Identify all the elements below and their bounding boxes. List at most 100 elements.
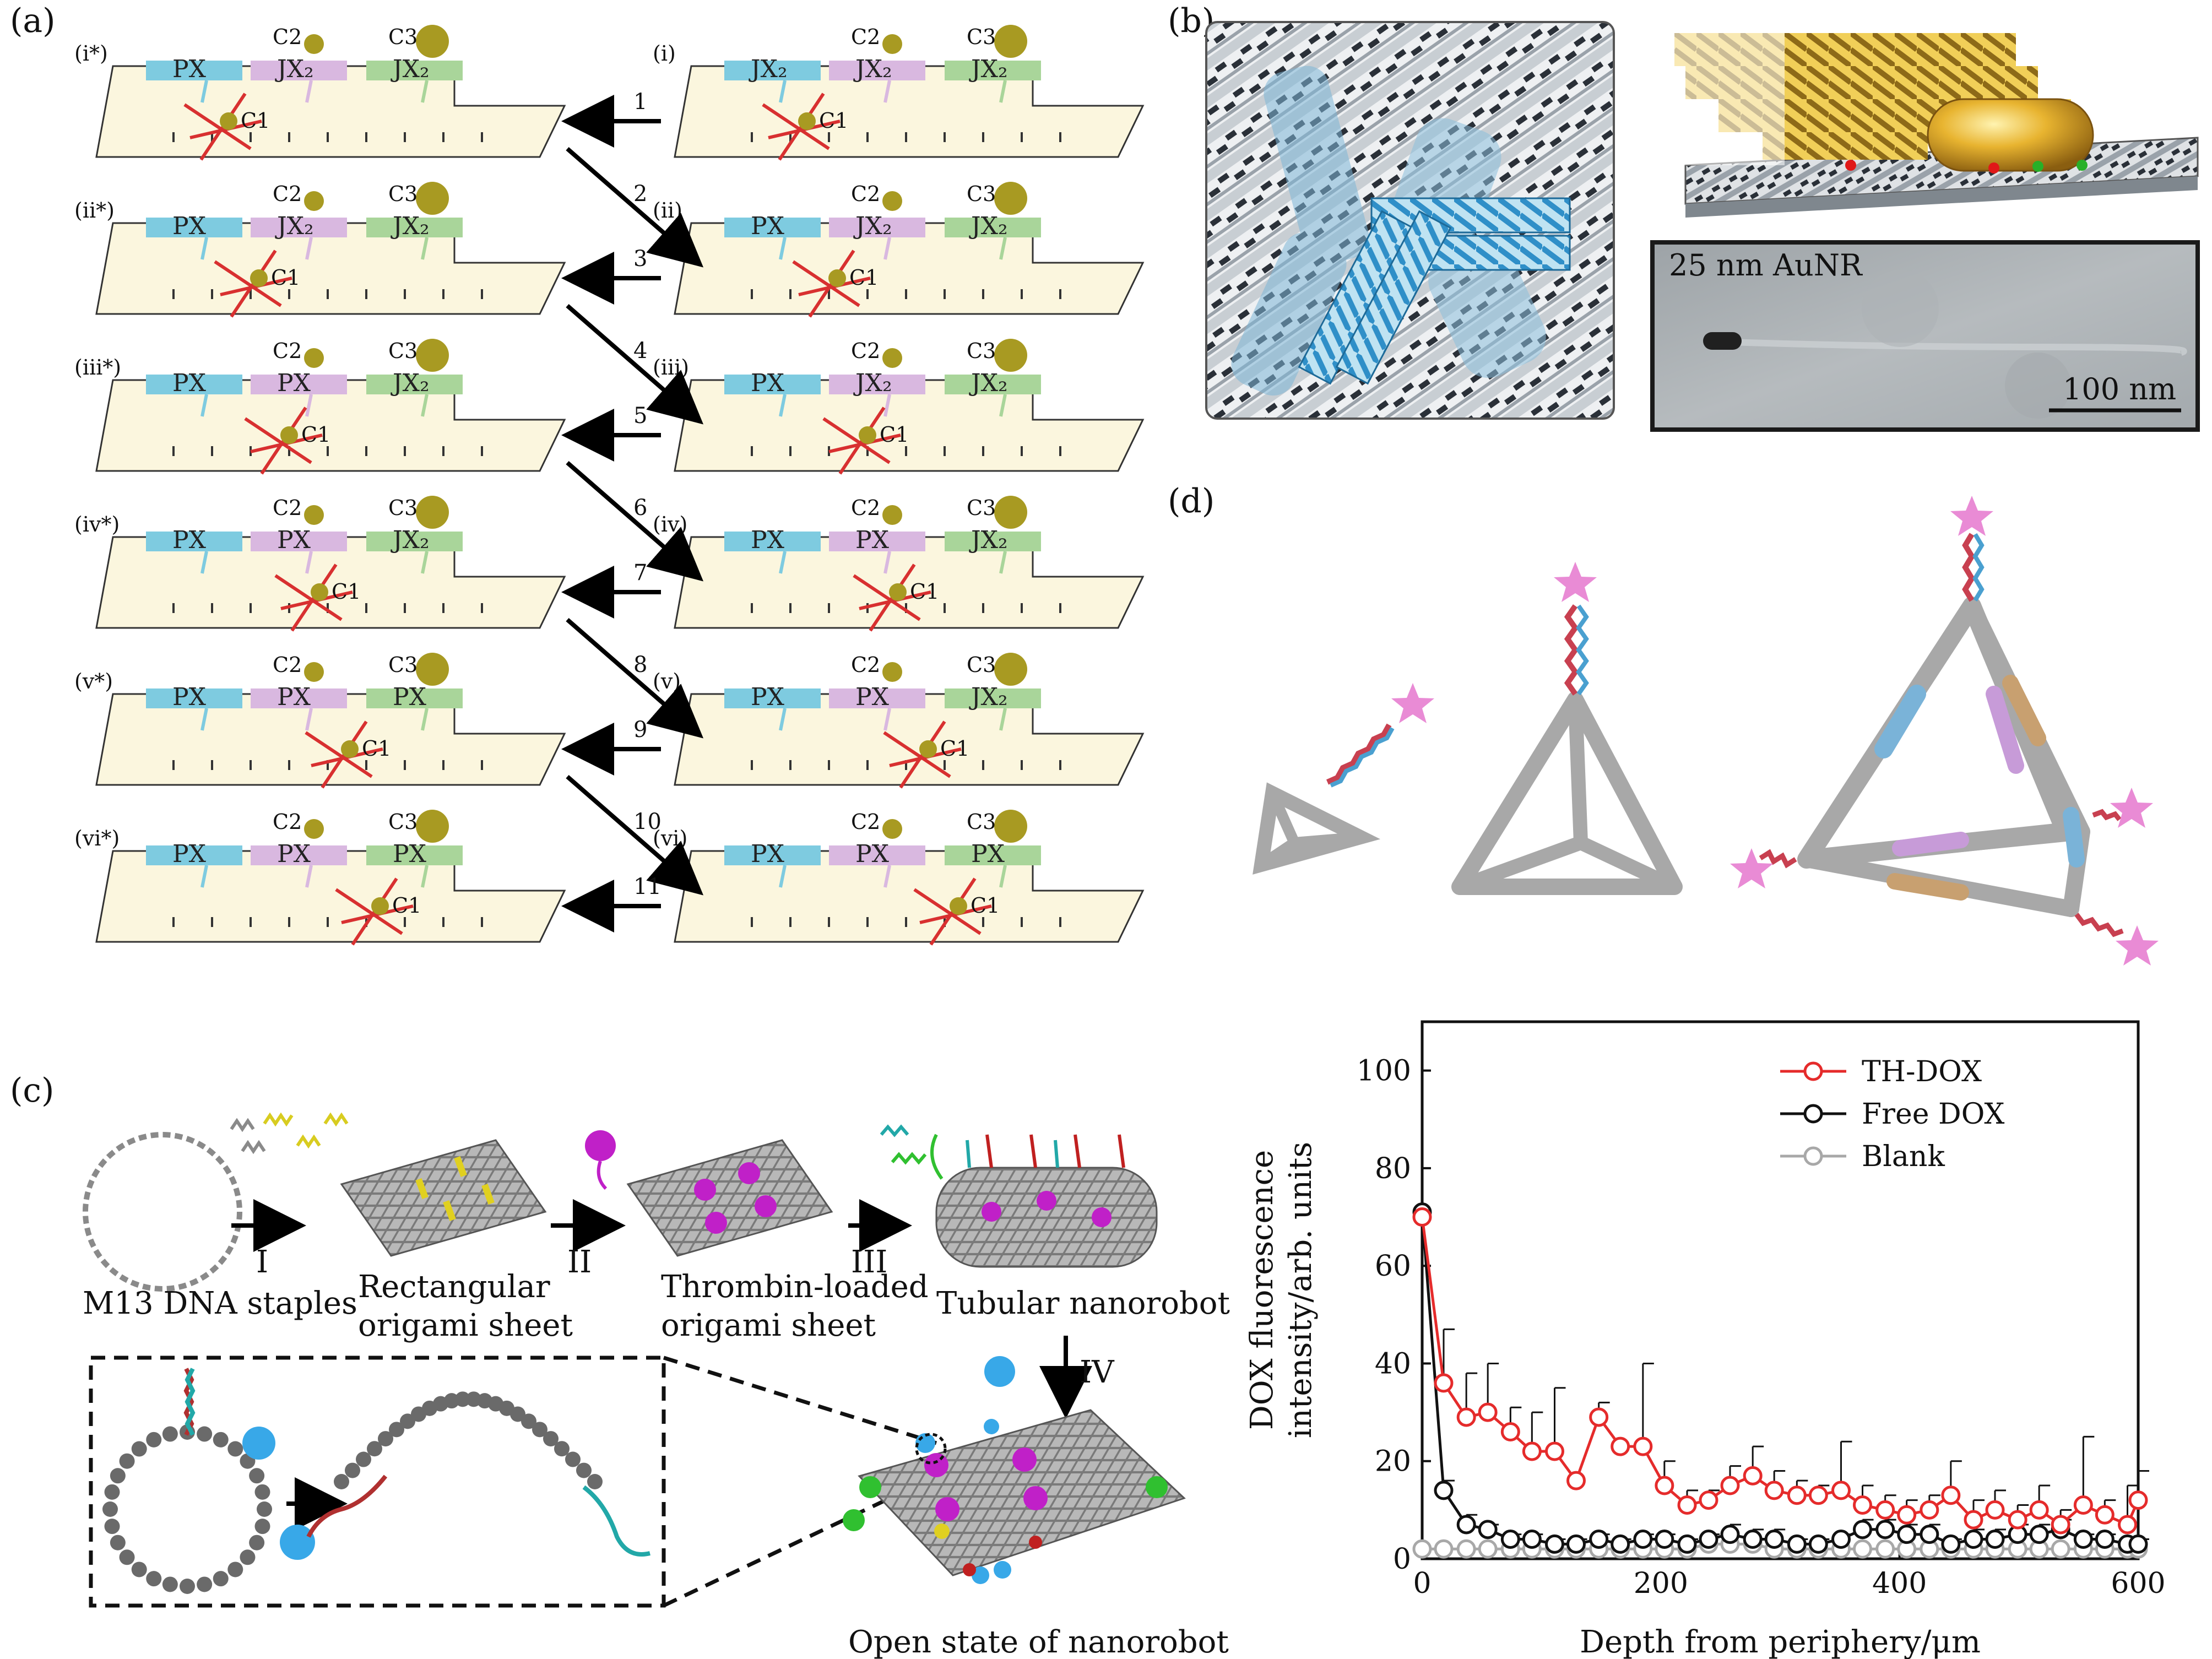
data-point bbox=[2073, 1530, 2093, 1549]
bead bbox=[510, 1406, 525, 1422]
tem-inset: 25 nm AuNR 100 nm bbox=[1650, 240, 2200, 432]
binding-site bbox=[829, 845, 925, 865]
data-point bbox=[1985, 1530, 2005, 1549]
data-point bbox=[1808, 1485, 1828, 1505]
site-label: PX bbox=[172, 840, 207, 868]
site-label: PX bbox=[277, 369, 311, 397]
caption-sheet-line2: origami sheet bbox=[358, 1308, 573, 1343]
bead bbox=[521, 1413, 536, 1429]
site-label: PX bbox=[751, 526, 785, 554]
site-label: PX bbox=[172, 526, 207, 554]
state-left-6: PX PX PX (vi*) C1 C2 C3 bbox=[74, 810, 566, 946]
bead bbox=[389, 1422, 404, 1438]
step-number: 3 bbox=[633, 246, 647, 272]
data-point bbox=[1787, 1534, 1807, 1554]
data-point bbox=[1964, 1530, 1983, 1549]
state-tag: (v) bbox=[653, 669, 681, 693]
tetrahedron-large bbox=[1797, 597, 2090, 917]
y-tick-label: 60 bbox=[1375, 1250, 1411, 1283]
data-point bbox=[1875, 1500, 1895, 1520]
fluor-star-top bbox=[1950, 496, 1993, 536]
data-point bbox=[1699, 1530, 1718, 1549]
binding-site bbox=[251, 61, 347, 80]
bead-ring bbox=[102, 1424, 272, 1594]
cargo-c1 bbox=[919, 740, 937, 758]
bead bbox=[213, 1432, 229, 1447]
data-point bbox=[1897, 1505, 1917, 1525]
binding-site bbox=[829, 375, 925, 394]
bead bbox=[110, 1535, 126, 1550]
cargo-label: C1 bbox=[880, 422, 909, 447]
state-left-2: PX JX₂ JX₂ (ii*) C1 C2 C3 bbox=[74, 182, 566, 318]
state-tag: (ii) bbox=[653, 198, 682, 223]
cargo-label: C3 bbox=[388, 182, 418, 206]
bead bbox=[334, 1474, 349, 1489]
binding-site bbox=[945, 218, 1041, 237]
target-protein bbox=[242, 1427, 275, 1460]
bead bbox=[367, 1441, 382, 1457]
tem-label: 25 nm AuNR bbox=[1669, 248, 1863, 283]
bead bbox=[131, 1441, 147, 1457]
site-label: JX₂ bbox=[275, 212, 314, 240]
site-label: PX bbox=[172, 683, 207, 711]
data-point bbox=[1677, 1495, 1697, 1515]
site-label: JX₂ bbox=[969, 369, 1008, 397]
binding-site bbox=[829, 532, 925, 551]
binding-site bbox=[945, 845, 1041, 865]
caption-loaded-line2: origami sheet bbox=[661, 1308, 876, 1343]
data-point bbox=[1964, 1510, 1983, 1530]
bead bbox=[455, 1391, 470, 1407]
cargo-label: C3 bbox=[388, 810, 418, 834]
cargo-label: C2 bbox=[273, 182, 302, 206]
cargo-label: C2 bbox=[273, 339, 302, 363]
data-point bbox=[2128, 1490, 2148, 1510]
data-point bbox=[1764, 1481, 1784, 1500]
origami-sheet-1 bbox=[340, 1139, 547, 1257]
state-tag: (iii) bbox=[653, 355, 689, 379]
y-tick-label: 100 bbox=[1357, 1055, 1411, 1088]
chart-legend: TH-DOX Free DOX Blank bbox=[1780, 1055, 2004, 1173]
state-tag: (iv*) bbox=[74, 512, 120, 536]
bead bbox=[162, 1576, 178, 1592]
state-left-3: PX PX JX₂ (iii*) C1 C2 C3 bbox=[74, 339, 566, 475]
cargo-c1 bbox=[371, 897, 389, 915]
data-point bbox=[1831, 1481, 1851, 1500]
data-point bbox=[1412, 1539, 1432, 1559]
cargo-c1 bbox=[859, 426, 876, 444]
binding-site bbox=[366, 61, 463, 80]
cargo-label: C1 bbox=[819, 109, 848, 133]
bead bbox=[227, 1562, 243, 1577]
binding-site bbox=[829, 61, 925, 80]
data-point bbox=[1831, 1530, 1851, 1549]
cargo-label: C2 bbox=[851, 339, 880, 363]
step-label-i: I bbox=[256, 1244, 268, 1280]
cargo-label: C2 bbox=[851, 25, 880, 49]
data-point bbox=[1897, 1525, 1917, 1544]
step-number: 6 bbox=[633, 495, 647, 521]
data-point bbox=[1633, 1530, 1653, 1549]
data-point bbox=[1941, 1534, 1961, 1554]
site-label: PX bbox=[855, 840, 890, 868]
site-label: JX₂ bbox=[853, 212, 892, 240]
data-point bbox=[1920, 1525, 1939, 1544]
site-label: PX bbox=[277, 683, 311, 711]
step-number: 11 bbox=[633, 874, 662, 899]
data-point bbox=[1808, 1534, 1828, 1554]
cargo-label: C2 bbox=[851, 182, 880, 206]
panel-label-a: (a) bbox=[10, 2, 56, 40]
data-point bbox=[1699, 1490, 1718, 1510]
series-line bbox=[1422, 1542, 2138, 1550]
thrombin-protein bbox=[585, 1130, 616, 1161]
cargo-label: C1 bbox=[271, 265, 300, 290]
state-tag: (ii*) bbox=[74, 198, 115, 223]
step-number: 1 bbox=[633, 89, 647, 115]
cargo-label: C3 bbox=[967, 496, 996, 520]
binding-site bbox=[146, 61, 242, 80]
nanorod-3d-render bbox=[1652, 22, 2199, 218]
cargo-c1 bbox=[950, 897, 967, 915]
bead bbox=[356, 1451, 371, 1467]
cargo-label: C2 bbox=[851, 496, 880, 520]
cargo-label: C2 bbox=[273, 810, 302, 834]
data-point bbox=[1456, 1539, 1476, 1559]
cargo-c1 bbox=[250, 269, 268, 287]
